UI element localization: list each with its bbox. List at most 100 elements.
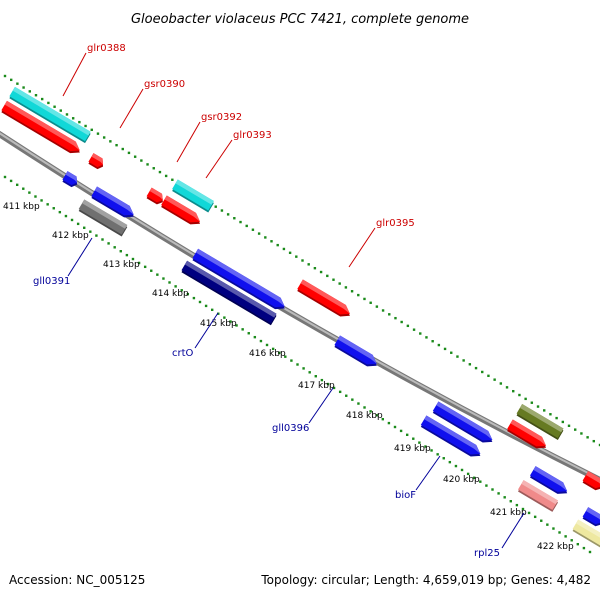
tick-mark bbox=[363, 297, 366, 301]
tick-mark bbox=[131, 257, 135, 261]
gene-label-glr0388[interactable]: glr0388 bbox=[87, 43, 126, 54]
kbp-label: 421 kbp bbox=[490, 508, 527, 518]
tick-mark bbox=[78, 120, 81, 124]
gene-label-leader-gsr0392 bbox=[176, 121, 201, 163]
tick-mark bbox=[524, 397, 527, 401]
tick-mark bbox=[276, 243, 279, 247]
gene-gll0396-block[interactable] bbox=[334, 335, 377, 367]
tick-mark bbox=[113, 246, 116, 249]
gene-blue-block-d[interactable] bbox=[432, 401, 493, 443]
tick-mark bbox=[332, 278, 335, 281]
tick-mark bbox=[468, 363, 472, 366]
tick-mark bbox=[214, 205, 217, 208]
tick-mark bbox=[512, 389, 515, 393]
tick-mark bbox=[162, 277, 165, 280]
gene-red-block-e[interactable] bbox=[507, 419, 547, 449]
gene-label-gll0396[interactable]: gll0396 bbox=[272, 423, 309, 434]
tick-mark bbox=[101, 238, 104, 241]
tick-mark bbox=[64, 214, 68, 218]
tick-mark bbox=[90, 128, 93, 132]
tick-mark bbox=[466, 472, 470, 476]
gene-small-red-block-a[interactable] bbox=[88, 153, 104, 170]
gene-gsr0390-block[interactable] bbox=[146, 187, 163, 205]
gene-glr0395-block[interactable] bbox=[297, 279, 350, 317]
gene-gsr0392-block[interactable] bbox=[172, 179, 214, 213]
tick-mark bbox=[192, 296, 196, 300]
tick-mark bbox=[296, 363, 299, 366]
tick-mark bbox=[530, 401, 534, 404]
tick-mark bbox=[406, 324, 410, 328]
tick-mark bbox=[89, 230, 92, 233]
tick-mark bbox=[140, 159, 143, 162]
tick-mark bbox=[235, 324, 238, 327]
gene-crtO-block[interactable] bbox=[181, 260, 277, 326]
kbp-label: 416 kbp bbox=[249, 349, 286, 359]
tick-mark bbox=[332, 386, 336, 390]
tick-mark bbox=[158, 170, 162, 174]
tick-mark bbox=[186, 292, 190, 296]
gene-small-blue-block-a[interactable] bbox=[62, 171, 78, 188]
tick-mark bbox=[70, 218, 74, 222]
tick-mark bbox=[345, 394, 348, 397]
gene-red-block-g[interactable] bbox=[582, 471, 600, 491]
tick-mark bbox=[164, 174, 168, 178]
tick-mark bbox=[301, 259, 304, 262]
tick-mark bbox=[485, 484, 488, 487]
gene-label-gsr0390[interactable]: gsr0390 bbox=[144, 79, 185, 90]
tick-mark bbox=[450, 351, 453, 354]
gene-label-gll0391[interactable]: gll0391 bbox=[33, 276, 70, 287]
tick-mark bbox=[387, 421, 391, 425]
gene-blue-block-b[interactable] bbox=[91, 186, 134, 218]
tick-mark bbox=[245, 224, 248, 228]
tick-mark bbox=[533, 515, 537, 519]
tick-mark bbox=[307, 263, 310, 266]
tick-mark bbox=[241, 328, 244, 331]
gene-label-leader-glr0393 bbox=[205, 139, 233, 179]
gene-upstream-red-block[interactable] bbox=[1, 100, 80, 154]
tick-mark bbox=[460, 468, 464, 472]
tick-mark bbox=[58, 210, 62, 214]
gene-label-leader-bioF bbox=[415, 455, 441, 491]
tick-mark bbox=[125, 253, 129, 257]
tick-mark bbox=[150, 269, 153, 272]
gene-olive-block[interactable] bbox=[516, 404, 564, 440]
gene-glr0393-block[interactable] bbox=[161, 195, 201, 225]
kbp-label: 411 kbp bbox=[3, 202, 40, 212]
gene-label-glr0395[interactable]: glr0395 bbox=[376, 218, 415, 229]
gene-bioF-block[interactable] bbox=[420, 415, 481, 457]
tick-mark bbox=[121, 147, 124, 151]
tick-mark bbox=[251, 228, 255, 231]
gene-label-leader-crtO bbox=[194, 312, 219, 349]
gene-blue-block-h[interactable] bbox=[582, 507, 600, 527]
gene-blue-block-f[interactable] bbox=[529, 466, 568, 494]
gene-label-gsr0392[interactable]: gsr0392 bbox=[201, 112, 242, 123]
tick-mark bbox=[400, 320, 403, 324]
tick-mark bbox=[295, 255, 298, 258]
tick-mark bbox=[582, 546, 586, 550]
tick-mark bbox=[198, 300, 202, 304]
gene-label-leader-gsr0390 bbox=[119, 88, 144, 129]
tick-mark bbox=[270, 240, 273, 243]
tick-mark bbox=[326, 274, 329, 278]
tick-mark bbox=[375, 305, 379, 308]
tick-mark bbox=[320, 378, 324, 382]
gene-glr0388-block[interactable] bbox=[9, 86, 91, 144]
tick-mark bbox=[210, 308, 214, 312]
tick-mark bbox=[223, 316, 226, 319]
tick-mark bbox=[357, 402, 360, 405]
gene-label-crtO[interactable]: crtO bbox=[172, 348, 194, 359]
tick-mark bbox=[405, 433, 409, 437]
gene-khaki-block[interactable] bbox=[572, 519, 600, 549]
gene-blue-block-c[interactable] bbox=[192, 248, 285, 310]
gene-rpl25-block[interactable] bbox=[517, 480, 559, 512]
gene-gll0391-block[interactable] bbox=[78, 199, 128, 237]
kbp-label: 419 kbp bbox=[394, 444, 431, 454]
gene-label-rpl25[interactable]: rpl25 bbox=[474, 548, 500, 559]
tick-mark bbox=[393, 425, 397, 429]
gene-label-glr0393[interactable]: glr0393 bbox=[233, 130, 272, 141]
gene-label-bioF[interactable]: bioF bbox=[395, 490, 416, 501]
tick-mark bbox=[52, 207, 55, 210]
tick-mark bbox=[536, 405, 540, 408]
tick-mark bbox=[499, 382, 503, 385]
tick-mark bbox=[40, 199, 43, 202]
